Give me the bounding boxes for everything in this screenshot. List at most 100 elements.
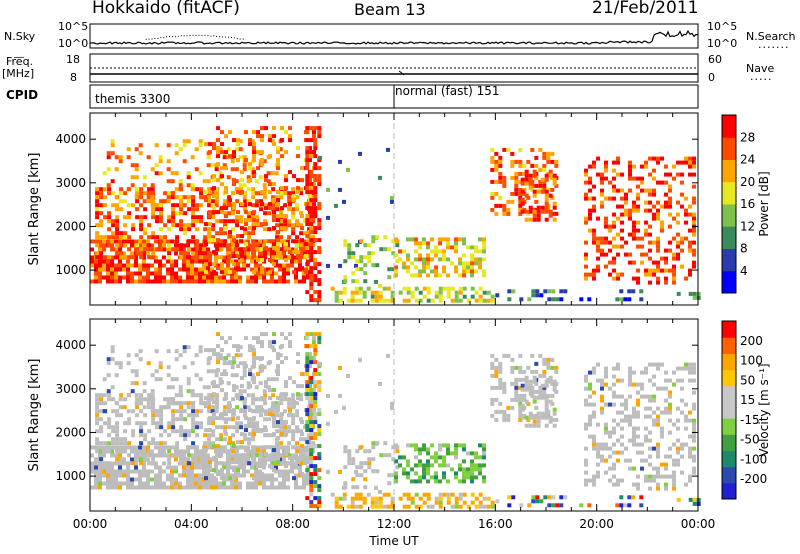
velocity-cell bbox=[378, 500, 383, 505]
power-cell bbox=[182, 267, 186, 272]
power-cell bbox=[126, 239, 130, 244]
velocity-cell bbox=[506, 413, 511, 418]
velocity-cell bbox=[272, 424, 276, 429]
power-cell bbox=[402, 298, 407, 303]
power-cell bbox=[587, 297, 592, 302]
velocity-cell bbox=[142, 481, 146, 486]
velocity-cell bbox=[262, 481, 266, 486]
velocity-cell bbox=[668, 406, 672, 411]
velocity-cell bbox=[106, 481, 110, 486]
power-cell bbox=[268, 190, 272, 195]
power-cell bbox=[254, 275, 258, 280]
velocity-cell bbox=[592, 390, 596, 395]
power-cell bbox=[99, 187, 104, 192]
velocity-cell bbox=[648, 406, 652, 411]
velocity-colorbar-swatch bbox=[722, 401, 736, 419]
velocity-cell bbox=[624, 414, 628, 419]
power-colorbar-label: Power [dB] bbox=[757, 171, 771, 236]
power-cell bbox=[532, 213, 537, 218]
power-cell bbox=[462, 286, 467, 291]
velocity-cell bbox=[242, 401, 247, 406]
velocity-cell bbox=[426, 459, 430, 464]
velocity-cell bbox=[600, 398, 604, 403]
velocity-cell bbox=[126, 485, 130, 490]
power-cell bbox=[248, 178, 252, 183]
velocity-cell bbox=[514, 397, 519, 402]
velocity-cell bbox=[252, 356, 256, 361]
velocity-cell bbox=[279, 417, 284, 422]
velocity-cell bbox=[250, 373, 255, 378]
velocity-cell bbox=[203, 441, 208, 446]
power-cell bbox=[584, 240, 588, 245]
power-cell bbox=[186, 183, 191, 188]
velocity-cell bbox=[354, 496, 359, 501]
power-cell bbox=[186, 267, 190, 272]
velocity-cell bbox=[228, 436, 232, 441]
velocity-cell bbox=[552, 411, 557, 416]
power-cell bbox=[358, 286, 363, 291]
velocity-cell bbox=[596, 378, 600, 383]
velocity-cell bbox=[354, 469, 358, 474]
velocity-cell bbox=[309, 480, 314, 485]
power-cell bbox=[198, 267, 202, 272]
velocity-cell bbox=[458, 463, 462, 468]
velocity-cell bbox=[656, 446, 660, 451]
velocity-cell bbox=[532, 419, 537, 424]
power-cell bbox=[390, 290, 395, 295]
power-cell bbox=[186, 271, 190, 276]
power-cell bbox=[178, 147, 183, 152]
power-cell bbox=[490, 294, 495, 299]
power-cell bbox=[304, 270, 308, 275]
power-cell bbox=[644, 160, 648, 165]
power-cell bbox=[251, 239, 256, 244]
power-cell bbox=[279, 223, 284, 228]
velocity-cell bbox=[604, 430, 608, 435]
power-cell bbox=[524, 173, 529, 178]
velocity-cell bbox=[230, 457, 234, 462]
velocity-cell bbox=[208, 444, 212, 449]
power-cell bbox=[107, 187, 112, 192]
velocity-cell bbox=[632, 434, 636, 439]
velocity-cell bbox=[528, 383, 533, 388]
power-cell bbox=[111, 235, 116, 240]
power-cell bbox=[143, 247, 148, 252]
power-cell bbox=[216, 162, 220, 167]
velocity-cell bbox=[305, 352, 310, 357]
power-cell bbox=[270, 251, 274, 256]
velocity-colorbar-tick: -100 bbox=[740, 452, 767, 466]
power-cell bbox=[418, 269, 422, 274]
velocity-cell bbox=[236, 440, 240, 445]
power-cell bbox=[272, 182, 276, 187]
power-cell bbox=[115, 251, 120, 256]
power-cell bbox=[146, 195, 151, 200]
velocity-cell bbox=[692, 501, 697, 506]
power-cell bbox=[688, 228, 692, 233]
velocity-cell bbox=[222, 461, 226, 466]
velocity-cell bbox=[239, 453, 244, 458]
velocity-cell bbox=[190, 469, 194, 474]
power-cell bbox=[664, 256, 668, 261]
power-cell bbox=[482, 237, 486, 242]
velocity-cell bbox=[134, 373, 139, 378]
power-cell bbox=[313, 206, 318, 211]
power-cell bbox=[391, 239, 396, 244]
velocity-cell bbox=[90, 485, 94, 490]
power-cell bbox=[330, 286, 335, 291]
power-cell bbox=[644, 268, 648, 273]
velocity-cell bbox=[354, 492, 359, 497]
velocity-cell bbox=[123, 437, 128, 442]
power-cell bbox=[199, 251, 204, 256]
power-cell bbox=[309, 182, 314, 187]
power-cell bbox=[266, 267, 270, 272]
power-cell bbox=[680, 160, 684, 165]
velocity-cell bbox=[223, 425, 228, 430]
velocity-cell bbox=[94, 477, 98, 482]
velocity-cell bbox=[692, 434, 696, 439]
power-cell bbox=[224, 134, 228, 139]
power-cell bbox=[266, 279, 270, 284]
velocity-cell bbox=[305, 412, 310, 417]
velocity-cell bbox=[248, 424, 252, 429]
velocity-cell bbox=[111, 453, 116, 458]
power-cell bbox=[110, 143, 115, 148]
velocity-cell bbox=[260, 364, 264, 369]
